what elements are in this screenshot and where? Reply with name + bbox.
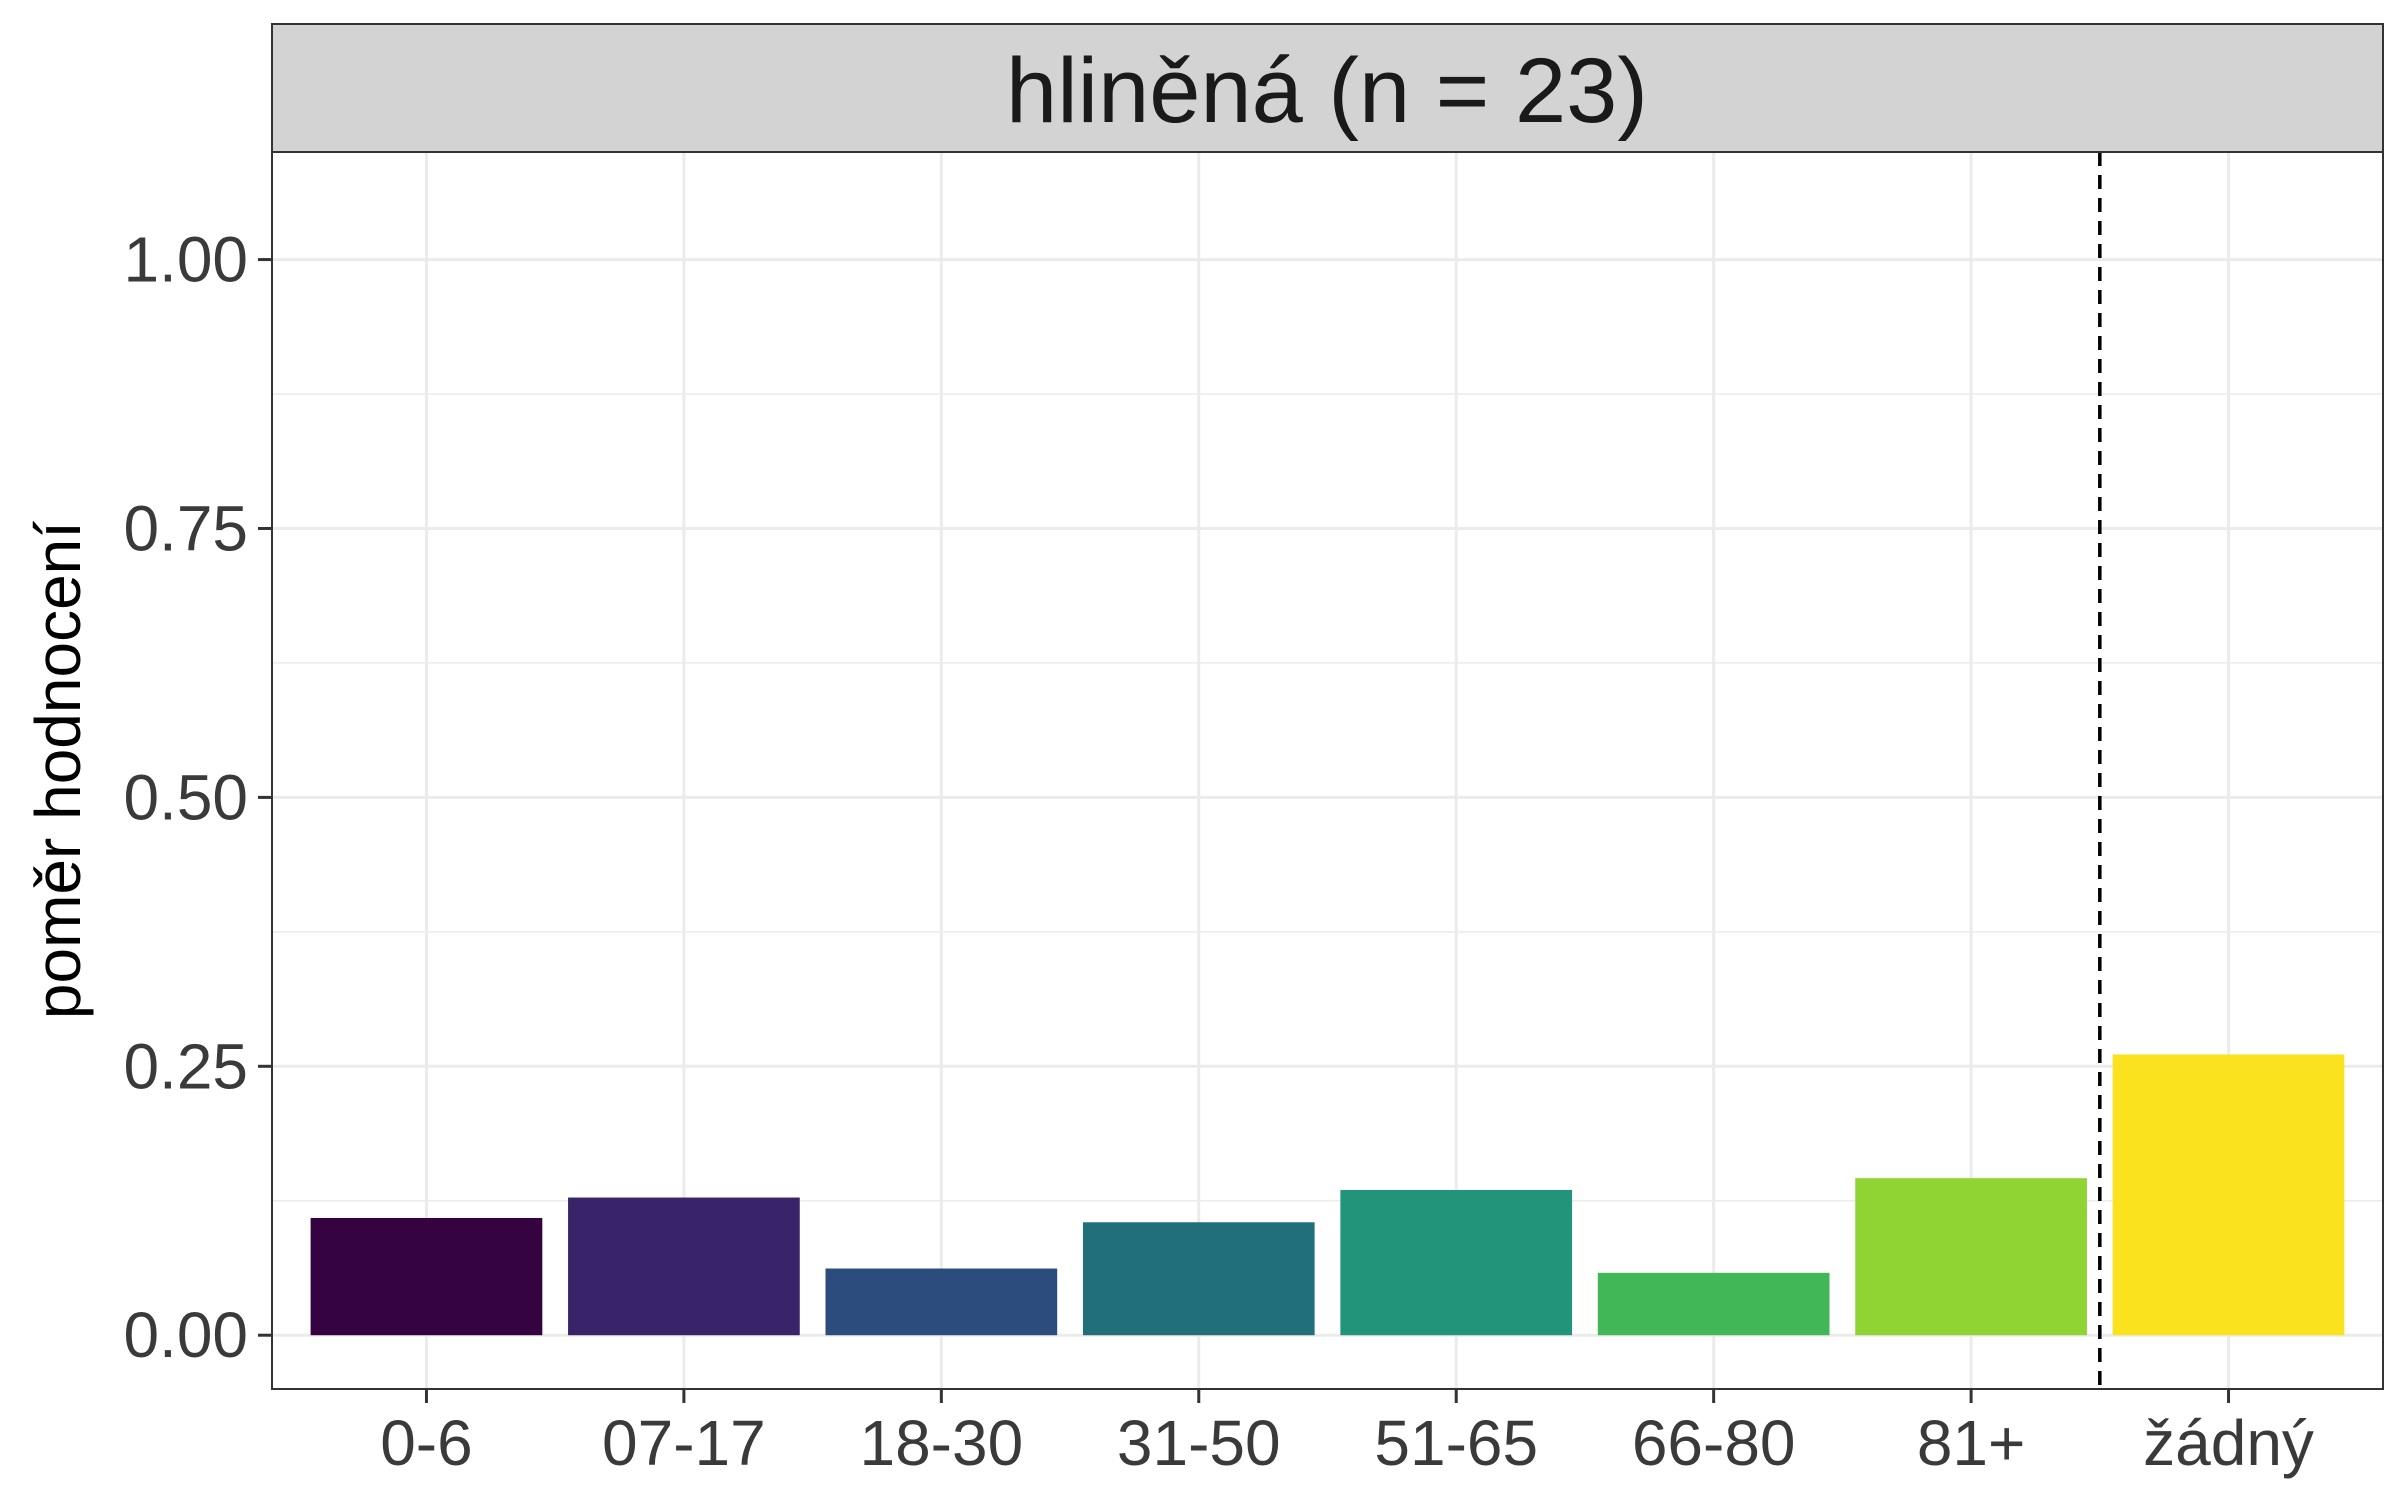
x-tick-label: 81+ (1917, 1407, 2026, 1479)
bar-18-30 (825, 1268, 1058, 1336)
bars (310, 1054, 2345, 1336)
bar-31-50 (1082, 1222, 1315, 1336)
y-tick-label: 0.75 (123, 492, 248, 564)
y-tick-label: 1.00 (123, 224, 248, 296)
x-axis: 0-6 07-17 18-30 31-50 51-65 66-80 81+ žádný (380, 1389, 2314, 1479)
x-tick-label: 31-50 (1117, 1407, 1281, 1479)
y-tick-label: 0.00 (123, 1299, 248, 1371)
facet-title: hliněná (n = 23) (1006, 40, 1648, 142)
y-axis-title: poměr hodnocení (22, 521, 94, 1019)
y-tick-label: 0.50 (123, 761, 248, 833)
x-tick-label: 18-30 (859, 1407, 1023, 1479)
x-tick-label: 51-65 (1374, 1407, 1538, 1479)
bar-51-65 (1340, 1190, 1573, 1336)
bar-66-80 (1597, 1272, 1830, 1336)
x-tick-label: 0-6 (380, 1407, 473, 1479)
x-tick-label: 66-80 (1632, 1407, 1796, 1479)
panel-border (271, 151, 2384, 1390)
bar-žádný (2112, 1054, 2345, 1336)
facet-strip (271, 23, 2384, 153)
grid (272, 152, 2383, 1389)
y-tick-label: 0.25 (123, 1030, 248, 1102)
x-tick-label: 07-17 (602, 1407, 766, 1479)
bar-81+ (1855, 1178, 2087, 1336)
bar-0-6 (310, 1217, 543, 1336)
bar-07-17 (568, 1197, 800, 1336)
x-tick-label: žádný (2143, 1407, 2314, 1479)
y-axis: 0.00 0.25 0.50 0.75 1.00 (123, 224, 272, 1371)
